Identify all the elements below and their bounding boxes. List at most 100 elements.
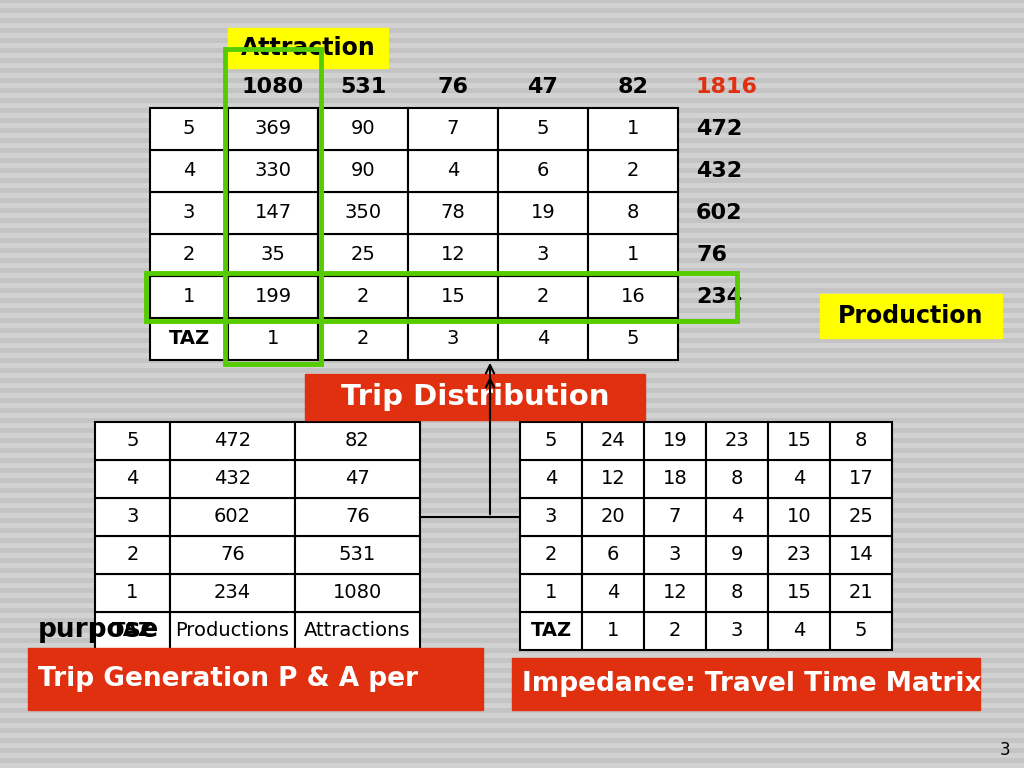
- Bar: [0, 598, 1024, 603]
- Bar: [0, 753, 1024, 758]
- Bar: [0, 343, 1024, 348]
- Bar: [0, 378, 1024, 383]
- Text: 602: 602: [696, 203, 742, 223]
- Bar: [0, 473, 1024, 478]
- Bar: [0, 138, 1024, 143]
- Bar: [0, 748, 1024, 753]
- Text: 25: 25: [350, 246, 376, 264]
- Bar: [588, 276, 678, 318]
- Bar: [498, 276, 588, 318]
- Bar: [0, 493, 1024, 498]
- Text: 234: 234: [696, 287, 742, 307]
- Text: 12: 12: [440, 246, 465, 264]
- Text: 4: 4: [446, 161, 459, 180]
- Text: 47: 47: [345, 469, 370, 488]
- Bar: [0, 323, 1024, 328]
- Text: 8: 8: [731, 584, 743, 603]
- Text: 1: 1: [267, 329, 280, 349]
- Text: 432: 432: [696, 161, 742, 181]
- Bar: [0, 683, 1024, 688]
- Bar: [0, 128, 1024, 133]
- Bar: [0, 173, 1024, 178]
- Text: 8: 8: [627, 204, 639, 223]
- Bar: [0, 458, 1024, 463]
- Bar: [0, 543, 1024, 548]
- Bar: [408, 234, 498, 276]
- Bar: [520, 498, 582, 536]
- Bar: [170, 612, 295, 650]
- Bar: [318, 276, 408, 318]
- Bar: [0, 38, 1024, 43]
- Bar: [0, 603, 1024, 608]
- Text: 8: 8: [731, 469, 743, 488]
- Bar: [0, 688, 1024, 693]
- Bar: [0, 403, 1024, 408]
- Bar: [0, 658, 1024, 663]
- Bar: [0, 708, 1024, 713]
- Text: TAZ: TAZ: [168, 329, 210, 349]
- Text: 147: 147: [254, 204, 292, 223]
- Bar: [0, 698, 1024, 703]
- Text: 76: 76: [437, 77, 469, 97]
- Bar: [0, 163, 1024, 168]
- Bar: [0, 623, 1024, 628]
- Bar: [582, 498, 644, 536]
- Bar: [644, 612, 706, 650]
- Text: 5: 5: [126, 432, 138, 451]
- Bar: [0, 633, 1024, 638]
- Text: 3: 3: [545, 508, 557, 527]
- Bar: [0, 48, 1024, 53]
- Bar: [0, 638, 1024, 643]
- Text: 3: 3: [537, 246, 549, 264]
- Bar: [820, 294, 1002, 338]
- Bar: [0, 628, 1024, 633]
- Text: 531: 531: [340, 77, 386, 97]
- Bar: [0, 538, 1024, 543]
- Bar: [0, 213, 1024, 218]
- Bar: [498, 318, 588, 360]
- Bar: [0, 358, 1024, 363]
- Bar: [0, 728, 1024, 733]
- Text: 4: 4: [545, 469, 557, 488]
- Bar: [0, 393, 1024, 398]
- Text: Trip Generation P & A per: Trip Generation P & A per: [38, 666, 418, 692]
- Bar: [0, 243, 1024, 248]
- Bar: [768, 498, 830, 536]
- Bar: [0, 643, 1024, 648]
- Bar: [150, 150, 228, 192]
- Text: 2: 2: [183, 246, 196, 264]
- Bar: [0, 228, 1024, 233]
- Text: 1816: 1816: [696, 77, 758, 97]
- Bar: [0, 13, 1024, 18]
- Bar: [295, 574, 420, 612]
- Bar: [706, 498, 768, 536]
- Bar: [305, 374, 645, 420]
- Bar: [0, 223, 1024, 228]
- Bar: [830, 498, 892, 536]
- Text: 5: 5: [627, 329, 639, 349]
- Bar: [170, 536, 295, 574]
- Bar: [95, 612, 170, 650]
- Bar: [0, 158, 1024, 163]
- Text: 14: 14: [849, 545, 873, 564]
- Bar: [0, 198, 1024, 203]
- Bar: [0, 98, 1024, 103]
- Bar: [706, 460, 768, 498]
- Text: 3: 3: [999, 741, 1011, 759]
- Bar: [768, 422, 830, 460]
- Bar: [0, 468, 1024, 473]
- Bar: [0, 483, 1024, 488]
- Bar: [0, 713, 1024, 718]
- Bar: [0, 373, 1024, 378]
- Text: 5: 5: [537, 120, 549, 138]
- Bar: [228, 108, 318, 150]
- Text: 4: 4: [793, 469, 805, 488]
- Bar: [0, 433, 1024, 438]
- Text: 35: 35: [260, 246, 286, 264]
- Bar: [0, 578, 1024, 583]
- Bar: [0, 533, 1024, 538]
- Bar: [0, 463, 1024, 468]
- Text: 4: 4: [607, 584, 620, 603]
- Bar: [0, 573, 1024, 578]
- Text: 5: 5: [182, 120, 196, 138]
